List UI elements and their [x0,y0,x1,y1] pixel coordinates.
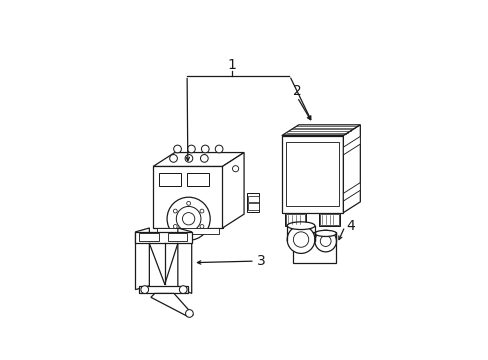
Circle shape [169,154,177,162]
Polygon shape [343,136,360,155]
Circle shape [232,166,238,172]
Circle shape [173,225,177,228]
Text: 1: 1 [227,58,236,72]
Circle shape [200,209,203,213]
Polygon shape [135,232,191,243]
Circle shape [200,225,203,228]
Circle shape [141,286,148,293]
Polygon shape [139,286,187,293]
Bar [247,195,258,202]
Polygon shape [153,166,222,228]
Circle shape [176,206,201,231]
Polygon shape [293,232,335,263]
Circle shape [186,232,190,236]
Circle shape [286,226,314,253]
Circle shape [167,197,210,240]
Circle shape [182,213,194,225]
Polygon shape [343,183,360,201]
Bar [139,233,158,241]
Polygon shape [281,125,360,136]
Text: 2: 2 [292,84,301,98]
Circle shape [173,145,181,153]
Circle shape [185,310,193,317]
Polygon shape [178,228,191,293]
Circle shape [314,230,336,252]
Circle shape [187,145,195,153]
Bar [318,213,340,226]
Circle shape [184,154,192,162]
Circle shape [173,209,177,213]
Polygon shape [281,136,343,213]
Bar [246,193,259,212]
Bar [247,203,258,210]
Circle shape [200,154,208,162]
Bar [320,214,338,225]
Polygon shape [153,153,244,166]
Circle shape [293,232,308,247]
Polygon shape [343,125,360,213]
Bar [159,172,181,186]
Bar [285,213,306,226]
Bar [286,142,338,206]
Ellipse shape [314,230,336,237]
Circle shape [186,202,190,205]
Ellipse shape [286,222,314,230]
Text: 4: 4 [346,220,355,233]
Bar [286,214,305,225]
Polygon shape [151,293,193,316]
Circle shape [320,236,330,247]
Polygon shape [135,228,149,289]
Bar [167,233,187,241]
Circle shape [179,286,187,293]
Polygon shape [157,228,218,234]
Text: 3: 3 [256,254,265,268]
Polygon shape [222,153,244,228]
Circle shape [215,145,223,153]
Circle shape [201,145,209,153]
Bar [187,172,208,186]
